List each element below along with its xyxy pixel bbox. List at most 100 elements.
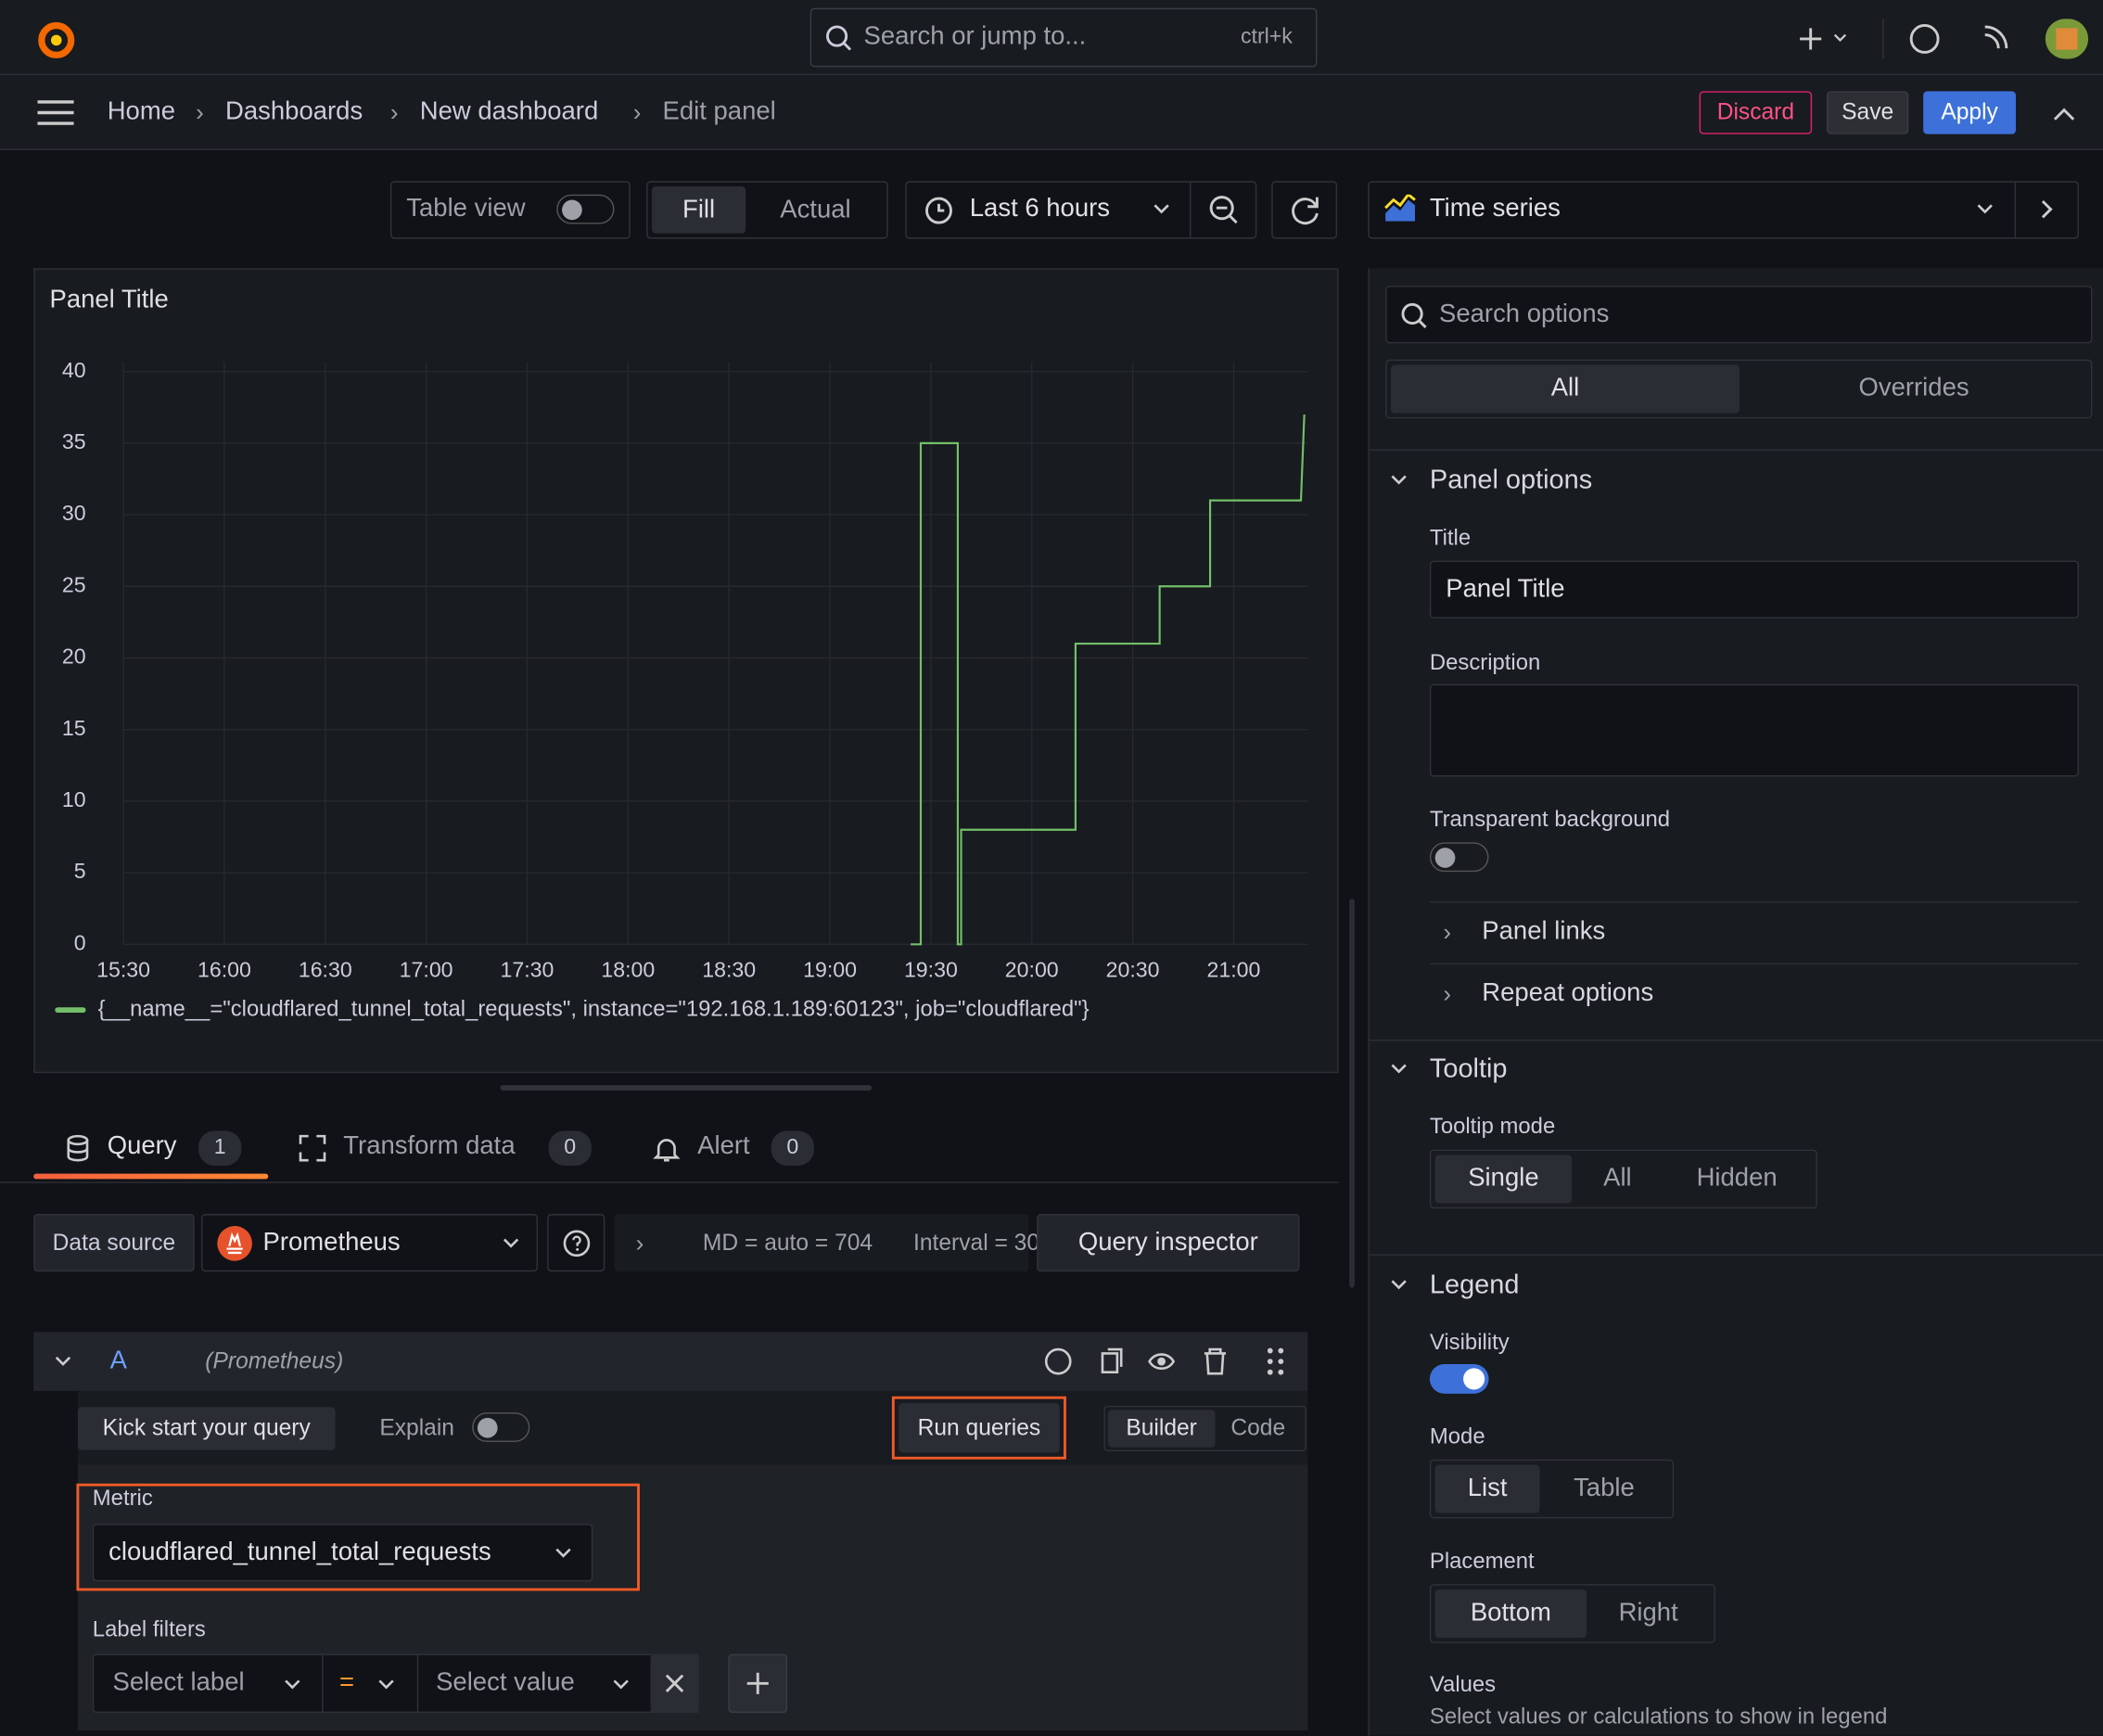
kick-start-button[interactable]: Kick start your query: [77, 1407, 336, 1450]
field-label: Transparent background: [1429, 807, 1671, 832]
highlight: [891, 1396, 1066, 1460]
section-title[interactable]: Legend: [1429, 1270, 1520, 1300]
run-queries-button[interactable]: Run queries: [899, 1402, 1060, 1453]
tab-label[interactable]: Alert: [697, 1131, 750, 1161]
time-picker[interactable]: [905, 181, 1257, 239]
zoom-out-icon[interactable]: [1207, 193, 1243, 228]
description-input[interactable]: [1429, 683, 2079, 777]
refresh-button[interactable]: [1271, 181, 1338, 239]
radio-option[interactable]: Hidden: [1696, 1164, 1778, 1193]
alert-icon: [653, 1139, 681, 1162]
options-search[interactable]: [1385, 286, 2093, 344]
save-button[interactable]: Save: [1827, 91, 1909, 134]
field-label: Title: [1429, 526, 1472, 551]
chevron: ›: [635, 1230, 644, 1257]
expand-icon[interactable]: [2036, 198, 2058, 222]
x-tick-label: 20:00: [1005, 957, 1059, 981]
plus-icon: [746, 1672, 769, 1694]
tab-label[interactable]: Query: [107, 1131, 177, 1161]
x-tick-label: 15:30: [96, 957, 150, 981]
subsection-title[interactable]: Panel links: [1482, 917, 1606, 946]
discard-button[interactable]: Discard: [1699, 91, 1813, 134]
refresh-icon: [1292, 197, 1319, 225]
overrides-option[interactable]: Overrides: [1858, 374, 1969, 402]
radio-option[interactable]: All: [1603, 1164, 1632, 1193]
logo[interactable]: [32, 15, 81, 63]
fill-option[interactable]: Fill: [651, 186, 746, 234]
time-range: Last 6 hours: [969, 194, 1111, 223]
y-tick-label: 35: [62, 429, 86, 453]
section-title[interactable]: Panel options: [1429, 465, 1593, 495]
value-select[interactable]: Select value: [436, 1668, 575, 1697]
tab-label[interactable]: Transform data: [343, 1131, 516, 1161]
x-tick-label: 16:00: [198, 957, 251, 981]
help-button[interactable]: [547, 1214, 605, 1272]
code-option[interactable]: Code: [1230, 1414, 1286, 1441]
x-tick-label: 19:30: [904, 957, 958, 981]
row-actions[interactable]: [1043, 1346, 1293, 1378]
radio-option[interactable]: List: [1434, 1464, 1540, 1513]
options-filter: [1385, 359, 2093, 419]
breadcrumb[interactable]: New dashboard: [419, 97, 599, 126]
field-label: Placement: [1429, 1549, 1535, 1574]
radio-option[interactable]: Table: [1574, 1474, 1635, 1503]
divider: [1369, 1254, 2103, 1256]
field-label: Visibility: [1429, 1330, 1510, 1355]
search-placeholder: Search options: [1439, 300, 1610, 329]
visualization-picker[interactable]: [1368, 181, 2079, 239]
menu-icon[interactable]: [36, 99, 76, 129]
operator-select[interactable]: =: [338, 1668, 355, 1697]
metric-select[interactable]: [92, 1524, 593, 1582]
search-box[interactable]: [809, 7, 1318, 68]
query-inspector-button[interactable]: Query inspector: [1037, 1214, 1300, 1272]
toggle[interactable]: [556, 194, 615, 224]
chevron: [1391, 1280, 1407, 1290]
splitter[interactable]: [1349, 899, 1355, 1288]
toggle[interactable]: [1429, 842, 1489, 873]
radio-option[interactable]: Single: [1434, 1155, 1573, 1204]
clock-icon: [925, 197, 952, 224]
y-tick-label: 15: [62, 716, 86, 740]
collapse-icon[interactable]: [2049, 102, 2079, 126]
y-tick-label: 40: [62, 358, 86, 382]
top-icons[interactable]: [1794, 19, 2089, 59]
actual-option[interactable]: Actual: [780, 195, 851, 223]
radio-option[interactable]: Bottom: [1434, 1589, 1587, 1639]
apply-button[interactable]: Apply: [1923, 91, 2016, 134]
ref-id[interactable]: A: [109, 1347, 127, 1375]
visualization-name: Time series: [1429, 194, 1561, 223]
toggle[interactable]: [1429, 1364, 1489, 1394]
radio-option[interactable]: Right: [1618, 1599, 1678, 1628]
chevron: [503, 1238, 519, 1248]
title-input[interactable]: [1429, 560, 2079, 619]
x-tick-label: 19:00: [803, 957, 857, 981]
toggle[interactable]: [472, 1412, 530, 1442]
breadcrumb-current: Edit panel: [662, 97, 776, 126]
editor-mode-group: [1103, 1405, 1306, 1452]
table-view-toggle[interactable]: [389, 181, 631, 239]
series-line: [911, 414, 1306, 946]
query-options[interactable]: [614, 1214, 1029, 1272]
collapse-icon[interactable]: [51, 1351, 75, 1372]
section-title[interactable]: Tooltip: [1429, 1053, 1508, 1084]
subsection-title[interactable]: Repeat options: [1482, 978, 1654, 1008]
label-select[interactable]: Select label: [112, 1668, 245, 1697]
y-tick-label: 10: [62, 787, 86, 811]
radio-group: [1429, 1459, 1675, 1519]
x-tick-label: 21:00: [1207, 957, 1261, 981]
chevron: ›: [1443, 980, 1452, 1008]
breadcrumb[interactable]: Home: [107, 97, 176, 126]
interval: Interval = 30s: [913, 1230, 1052, 1256]
resize-handle[interactable]: [500, 1085, 873, 1091]
max-data-points: MD = auto = 704: [702, 1230, 873, 1256]
data-source-select[interactable]: [200, 1214, 539, 1272]
field-label: Values: [1429, 1672, 1497, 1697]
data-source-label: Data source: [33, 1214, 195, 1272]
builder-option[interactable]: Builder: [1107, 1410, 1216, 1448]
breadcrumb[interactable]: Dashboards: [225, 97, 363, 126]
separator: ›: [196, 99, 204, 126]
x-tick-label: 20:30: [1106, 957, 1160, 981]
all-option[interactable]: All: [1390, 364, 1740, 414]
search-placeholder: Search or jump to...: [863, 22, 1087, 51]
